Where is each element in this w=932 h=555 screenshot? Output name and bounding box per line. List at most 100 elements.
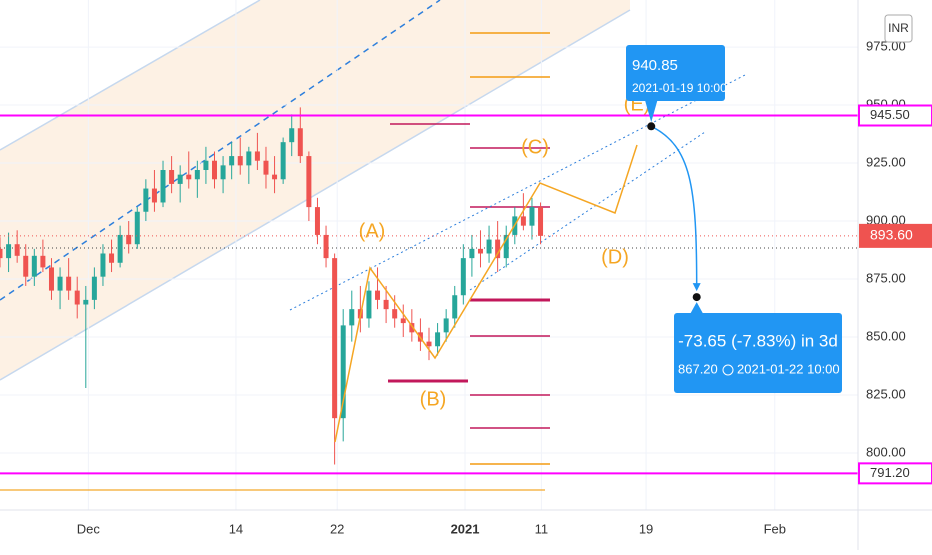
channel xyxy=(0,0,631,381)
candle-body xyxy=(529,207,535,226)
candle-body xyxy=(57,276,63,291)
x-tick-label: 22 xyxy=(330,521,344,536)
candle-body xyxy=(203,160,209,170)
candle-body xyxy=(443,318,449,333)
candle-body xyxy=(229,156,235,166)
channel-mid xyxy=(0,0,441,301)
candle-body xyxy=(151,188,157,203)
channel-fill xyxy=(0,0,630,380)
x-tick-label: 11 xyxy=(535,521,549,536)
candle-body xyxy=(48,267,54,291)
candle-body xyxy=(220,165,226,180)
y-tick-label: 925.00 xyxy=(866,154,906,169)
candle-body xyxy=(66,276,72,291)
callout-value: 940.85 xyxy=(632,57,678,74)
wave-label: (B) xyxy=(420,388,447,410)
candle-body xyxy=(194,170,200,180)
candle-body xyxy=(83,299,89,305)
candle-body xyxy=(289,128,295,143)
candle-body xyxy=(263,160,269,175)
x-tick-label: Feb xyxy=(764,521,786,536)
x-tick-label: 14 xyxy=(229,521,243,536)
callout-box xyxy=(626,45,725,101)
currency-box xyxy=(884,14,913,43)
axes: 800.00825.00850.00875.00900.00925.00950.… xyxy=(77,39,932,536)
currency: INR xyxy=(888,21,909,35)
projection-arrow xyxy=(650,125,698,288)
candle-body xyxy=(366,290,372,319)
candle-body xyxy=(272,174,278,180)
candle-body xyxy=(126,234,132,245)
candle-body xyxy=(280,142,286,180)
candle-body xyxy=(0,248,3,259)
level-tag xyxy=(858,104,932,127)
callout-time: 2021-01-19 10:00 xyxy=(632,81,727,95)
candle-body xyxy=(332,258,338,419)
candle-body xyxy=(495,239,501,259)
y-tick-label: 800.00 xyxy=(866,444,906,459)
level-label: 945.50 xyxy=(870,107,910,122)
projection-end xyxy=(692,293,701,302)
candle-body xyxy=(246,151,252,166)
candle-body xyxy=(452,295,458,319)
last-price-tag xyxy=(859,223,932,248)
arrow-head xyxy=(692,283,701,292)
wave-label: (A) xyxy=(359,220,386,242)
candle-body xyxy=(31,255,37,277)
candle-body xyxy=(134,211,140,245)
fib-levels xyxy=(388,32,550,465)
x-tick-label: Dec xyxy=(77,521,101,536)
wave-path xyxy=(334,144,638,443)
candle-body xyxy=(14,244,20,256)
candle-body xyxy=(503,234,509,259)
candle-body xyxy=(477,248,483,254)
candle-body xyxy=(169,170,175,184)
y-tick-label: 900.00 xyxy=(866,212,906,227)
candle-body xyxy=(91,276,97,300)
candle-body xyxy=(237,156,243,166)
overlay: 940.85 2021-01-19 10:00 -73.65 (-7.83%) in… xyxy=(0,45,858,475)
candle-body xyxy=(186,174,192,180)
wave-label: (D) xyxy=(601,246,629,268)
x-tick-label: 2021 xyxy=(451,521,480,536)
candle-body xyxy=(349,309,355,326)
projection-start xyxy=(647,122,656,131)
candle-body xyxy=(409,323,415,333)
candle-body xyxy=(177,174,183,184)
candle-body xyxy=(6,244,12,259)
candle-body xyxy=(340,325,346,419)
callout-change: -73.65 (-7.83%) in 3d xyxy=(678,331,838,350)
candle-body xyxy=(254,151,260,161)
candle-body xyxy=(297,128,303,157)
candle-body xyxy=(426,341,432,347)
callout-tail xyxy=(690,302,703,313)
y-tick-label: 850.00 xyxy=(866,328,906,343)
callout-time: 2021-01-22 10:00 xyxy=(737,361,840,376)
trend-line xyxy=(469,131,706,291)
candle-body xyxy=(23,255,29,277)
candle-body xyxy=(40,255,46,268)
clock-icon xyxy=(722,364,734,376)
trend-line xyxy=(289,74,746,311)
candle-body xyxy=(469,248,475,259)
x-tick-label: 19 xyxy=(639,521,653,536)
y-tick-label: 875.00 xyxy=(866,270,906,285)
callout-value: 867.20 xyxy=(678,361,718,376)
candle-body xyxy=(392,309,398,319)
wave-label: (C) xyxy=(521,136,549,158)
candle-body xyxy=(143,188,149,212)
candle-body xyxy=(74,290,80,305)
candle-body xyxy=(160,170,166,203)
candle-body xyxy=(109,253,115,263)
y-tick-label: 825.00 xyxy=(866,386,906,401)
candles xyxy=(0,107,544,465)
channel-upper xyxy=(0,0,261,151)
candle-body xyxy=(538,207,544,236)
callout-box xyxy=(674,313,842,393)
candle-body xyxy=(117,234,123,263)
last-price-label: 893.60 xyxy=(870,227,913,243)
candle-body xyxy=(306,156,312,208)
candle-body xyxy=(460,258,466,296)
candle-body xyxy=(323,234,329,259)
